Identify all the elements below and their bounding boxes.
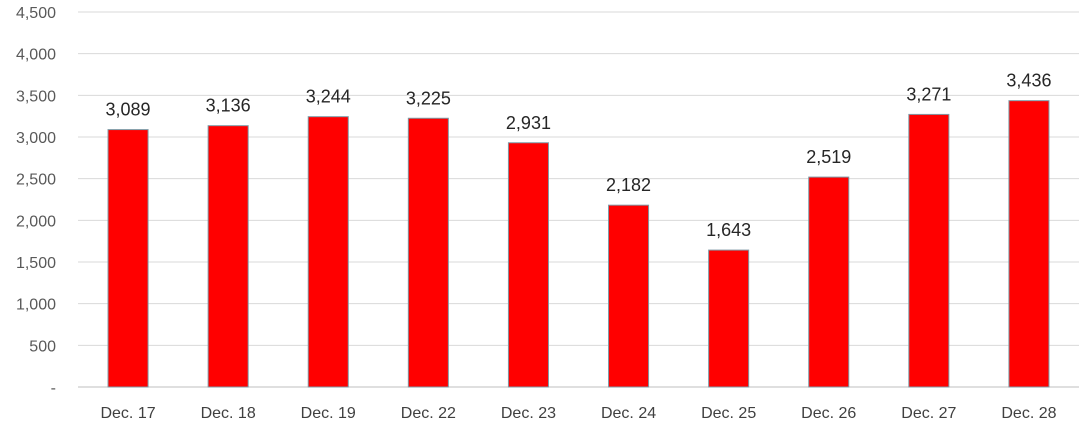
bar (507, 142, 549, 388)
bar (608, 204, 650, 388)
y-tick-label: 1,000 (16, 297, 56, 314)
y-tick-label: 4,500 (16, 5, 56, 22)
data-label: 3,225 (406, 88, 451, 108)
data-label: 3,244 (306, 87, 351, 107)
bars (107, 100, 1050, 388)
x-tick-label: Dec. 17 (100, 405, 155, 422)
x-tick-label: Dec. 19 (301, 405, 356, 422)
data-label: 3,271 (906, 84, 951, 104)
bar (407, 117, 449, 388)
x-tick-label: Dec. 24 (601, 405, 656, 422)
bar (207, 125, 249, 388)
x-tick-label: Dec. 22 (401, 405, 456, 422)
y-axis-ticks: - 500 1,000 1,500 2,000 2,500 3,000 3,500 4,000 4… (16, 5, 56, 397)
y-tick-label: 500 (29, 338, 56, 355)
y-tick-label: 2,000 (16, 213, 56, 230)
x-tick-label: Dec. 27 (901, 405, 956, 422)
y-tick-label: 3,500 (16, 88, 56, 105)
y-tick-label: - (51, 380, 56, 397)
bar (1008, 100, 1050, 388)
data-label: 2,182 (606, 175, 651, 195)
x-tick-label: Dec. 23 (501, 405, 556, 422)
data-label: 2,931 (506, 113, 551, 133)
bar (708, 249, 750, 388)
data-label: 3,089 (106, 100, 151, 120)
x-tick-label: Dec. 28 (1001, 405, 1056, 422)
data-label: 2,519 (806, 147, 851, 167)
x-axis-ticks: Dec. 17 Dec. 18 Dec. 19 Dec. 22 Dec. 23 Dec. … (100, 405, 1056, 422)
x-tick-label: Dec. 26 (801, 405, 856, 422)
data-labels: 3,089 3,136 3,244 3,225 2,931 2,182 1,643 2,519… (106, 71, 1052, 240)
data-label: 3,136 (206, 96, 251, 116)
bar (808, 176, 850, 388)
data-label: 1,643 (706, 220, 751, 240)
x-tick-label: Dec. 18 (201, 405, 256, 422)
bar (908, 113, 950, 388)
bar (107, 129, 149, 388)
y-tick-label: 2,500 (16, 172, 56, 189)
x-tick-label: Dec. 25 (701, 405, 756, 422)
y-tick-label: 1,500 (16, 255, 56, 272)
bar (307, 116, 349, 388)
data-label: 3,436 (1006, 71, 1051, 91)
y-tick-label: 4,000 (16, 47, 56, 64)
y-tick-label: 3,000 (16, 130, 56, 147)
